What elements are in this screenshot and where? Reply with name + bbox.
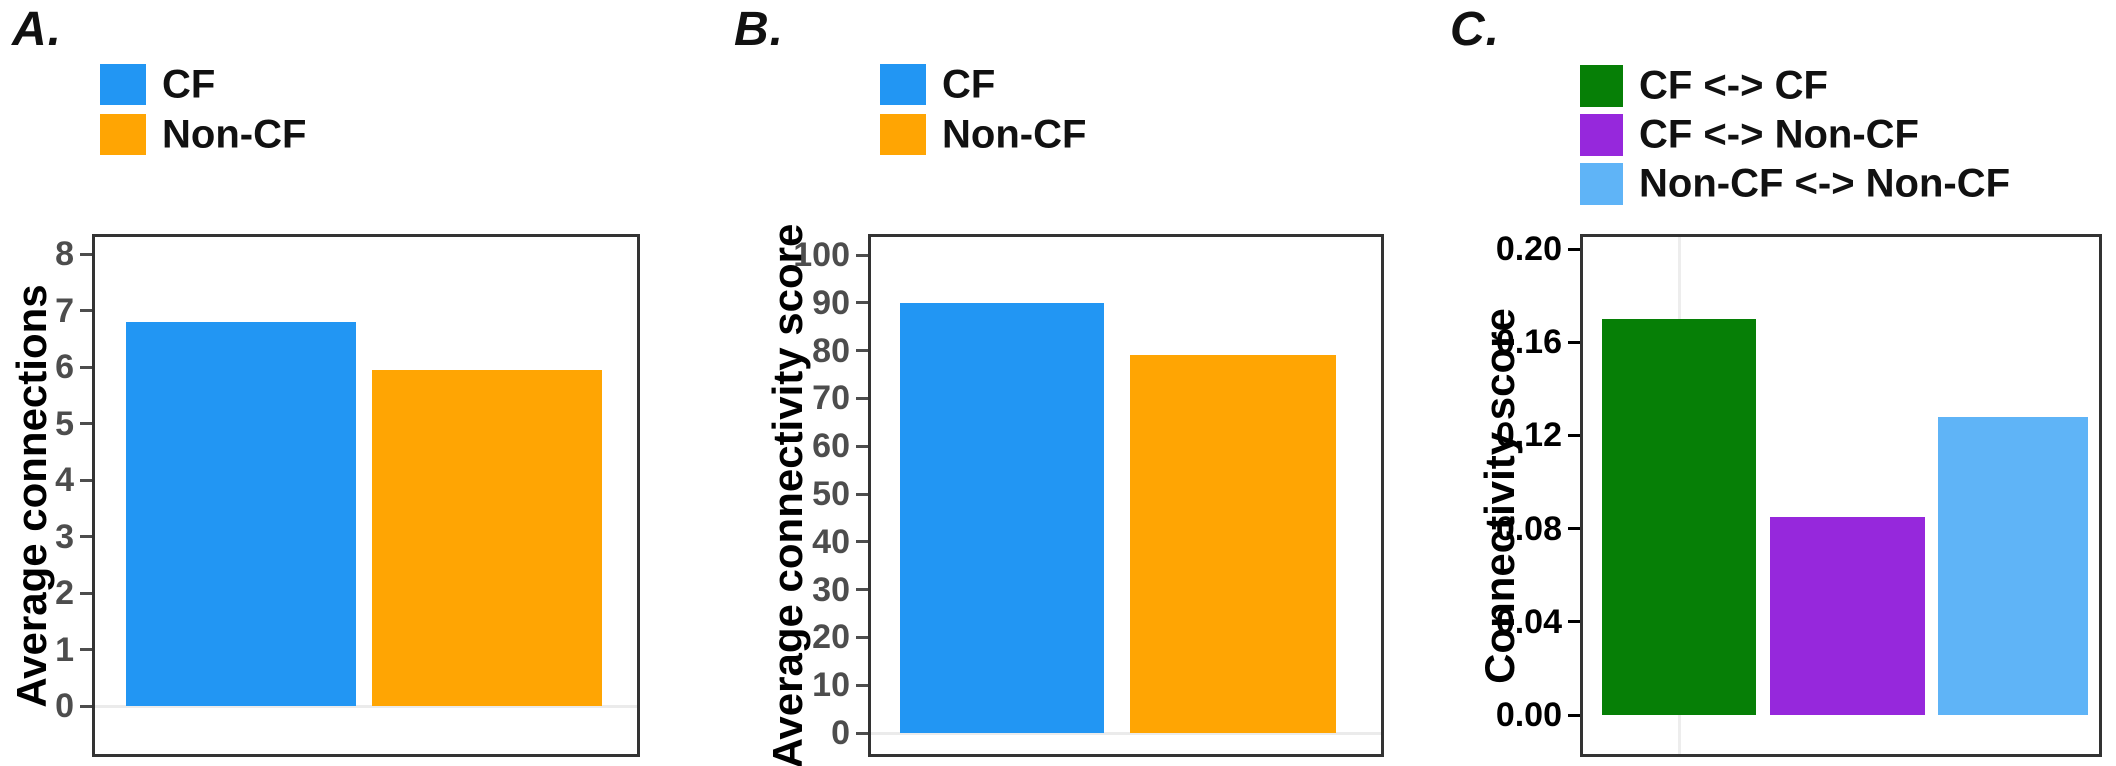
y-tick-label: 0.16	[1495, 323, 1562, 362]
y-tick-mark	[1568, 527, 1580, 531]
y-tick-label: 10	[812, 666, 850, 705]
y-tick-mark	[80, 309, 92, 312]
panel-letter: A.	[12, 3, 62, 56]
legend-swatch-cf-non-cf	[1580, 114, 1623, 156]
bar-cf	[900, 302, 1104, 733]
y-tick-mark	[80, 422, 92, 425]
legend-label-cf-non-cf: CF <-> Non-CF	[1639, 112, 1919, 157]
y-tick-label: 5	[55, 404, 74, 443]
y-tick-label: 80	[812, 331, 850, 370]
y-tick-mark	[856, 444, 868, 448]
y-tick-mark	[80, 365, 92, 369]
legend-label-non-cf: Non-CF	[162, 112, 307, 156]
legend-label-non-cf-non-cf: Non-CF <-> Non-CF	[1639, 161, 2011, 206]
y-tick-label: 3	[55, 517, 74, 556]
panel-letter: C.	[1450, 3, 1500, 56]
bar-non-cf	[372, 369, 602, 706]
y-tick-mark	[80, 535, 92, 538]
legend-label-cf: CF	[942, 62, 996, 106]
y-tick-label: 60	[812, 427, 850, 466]
legend-swatch-non-cf	[100, 114, 146, 155]
y-tick-mark	[856, 635, 868, 639]
y-tick-label: 0	[831, 714, 850, 752]
y-tick-label: 100	[793, 236, 850, 274]
y-tick-mark	[1568, 433, 1580, 437]
legend-swatch-non-cf	[880, 114, 926, 155]
y-tick-mark	[1568, 340, 1580, 344]
bar-cf-non-cf	[1770, 516, 1925, 715]
legend-swatch-cf	[100, 64, 146, 105]
y-tick-label: 90	[812, 283, 850, 322]
legend-label-non-cf: Non-CF	[942, 112, 1087, 156]
y-tick-label: 0.00	[1495, 696, 1562, 734]
y-tick-label: 0.12	[1495, 416, 1562, 455]
y-tick-label: 40	[812, 522, 850, 561]
y-tick-mark	[856, 492, 868, 496]
y-tick-mark	[80, 252, 92, 256]
y-tick-mark	[1568, 713, 1580, 717]
y-tick-mark	[80, 704, 92, 708]
y-tick-label: 4	[55, 461, 74, 499]
y-tick-label: 20	[812, 618, 850, 657]
y-tick-mark	[80, 648, 92, 651]
legend-swatch-non-cf-non-cf	[1580, 163, 1623, 205]
y-tick-mark	[856, 540, 868, 544]
plot-box	[1580, 234, 2102, 757]
y-tick-label: 2	[55, 574, 74, 612]
y-tick-label: 7	[55, 291, 74, 330]
y-tick-mark	[856, 253, 868, 257]
bar-cf	[126, 321, 356, 706]
y-tick-mark	[856, 683, 868, 687]
y-tick-label: 0	[55, 687, 74, 725]
y-tick-mark	[1568, 620, 1580, 624]
plot-box	[868, 234, 1384, 757]
y-tick-label: 50	[812, 475, 850, 513]
legend-swatch-cf-cf	[1580, 65, 1623, 107]
y-tick-label: 8	[55, 235, 74, 273]
legend-swatch-cf	[880, 64, 926, 105]
legend-label-cf-cf: CF <-> CF	[1639, 63, 1828, 108]
y-tick-mark	[856, 731, 868, 735]
bar-non-cf	[1130, 355, 1336, 733]
bar-cf-cf	[1602, 318, 1756, 715]
y-tick-label: 0.20	[1495, 230, 1562, 268]
y-tick-mark	[856, 301, 868, 305]
panel-letter: B.	[734, 3, 784, 56]
zero-baseline	[95, 705, 637, 708]
y-tick-mark	[80, 478, 92, 482]
y-tick-mark	[1568, 247, 1580, 251]
y-tick-label: 0.04	[1495, 602, 1562, 641]
legend-label-cf: CF	[162, 62, 216, 106]
y-tick-label: 6	[55, 348, 74, 386]
y-tick-mark	[856, 588, 868, 592]
bar-non-cf-non-cf	[1938, 416, 2088, 715]
y-tick-label: 0.08	[1495, 509, 1562, 548]
plot-box	[92, 234, 640, 757]
y-tick-label: 30	[812, 570, 850, 609]
y-tick-mark	[856, 349, 868, 353]
zero-baseline	[871, 732, 1381, 735]
y-tick-mark	[856, 396, 868, 400]
y-tick-mark	[80, 591, 92, 595]
y-tick-label: 70	[812, 379, 850, 418]
y-tick-label: 1	[55, 630, 74, 669]
